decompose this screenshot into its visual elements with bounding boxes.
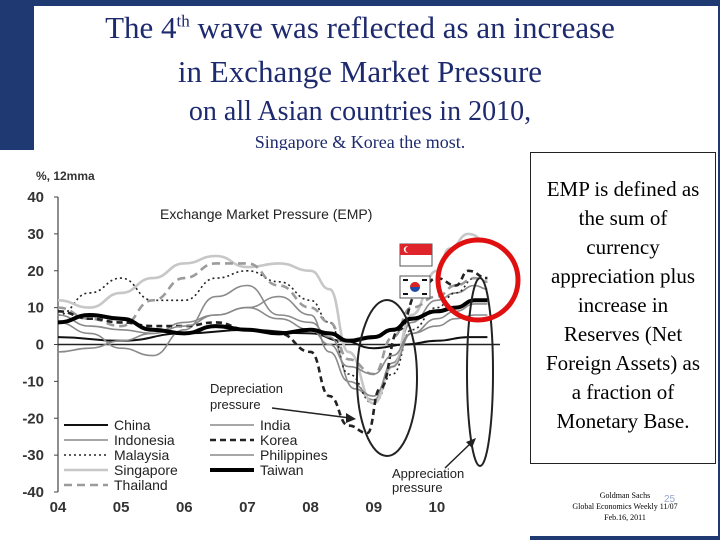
emp-chart: Exchange Market Pressure (EMP) %, 12mma …: [0, 150, 530, 540]
chart-title: Exchange Market Pressure (EMP): [160, 206, 372, 222]
y-tick-label: -30: [22, 447, 44, 464]
highlight-circle: [435, 237, 521, 323]
legend-label: Thailand: [114, 477, 168, 493]
singapore-flag-icon: [399, 243, 433, 267]
x-tick-label: 06: [176, 499, 193, 516]
page-number: 25: [664, 494, 676, 505]
legend-label: Indonesia: [114, 432, 175, 448]
source-citation: Goldman Sachs Global Economics Weekly 11…: [560, 490, 690, 523]
x-tick-label: 05: [113, 499, 130, 516]
legend-label: Korea: [260, 432, 298, 448]
y-tick-label: -20: [22, 410, 44, 427]
crisis-ellipse: [356, 299, 418, 457]
slide-title-line2: in Exchange Market Pressure: [177, 54, 543, 89]
legend-label: Philippines: [260, 447, 328, 463]
legend-label: Malaysia: [114, 447, 169, 463]
y-tick-label: 30: [27, 226, 44, 243]
y-tick-label: 40: [27, 189, 44, 206]
series-line-philippines: [57, 303, 488, 375]
y-tick-label: 10: [27, 300, 44, 317]
y-tick-label: -10: [22, 373, 44, 390]
slide-title-line3: on all Asian countries in 2010,: [188, 96, 532, 127]
series-line-korea: [57, 269, 488, 435]
x-tick-label: 09: [365, 499, 382, 516]
depreciation-label: Depreciation pressure: [210, 381, 283, 412]
source-line3: Feb.16, 2011: [604, 513, 646, 522]
y-tick-label: 20: [27, 263, 44, 280]
series-line-taiwan: [57, 298, 488, 343]
korea-flag-icon: [399, 275, 431, 299]
source-line2: Global Economics Weekly 11/07: [572, 502, 678, 511]
y-axis-label: %, 12mma: [36, 169, 95, 183]
series-line-china: [57, 328, 488, 350]
x-tick-label: 04: [50, 499, 67, 516]
appreciation-ellipse: [466, 277, 494, 467]
x-tick-label: 07: [239, 499, 256, 516]
slide-subtitle: Singapore & Korea the most.: [254, 132, 466, 152]
legend-label: China: [114, 417, 151, 433]
legend-label: India: [260, 417, 291, 433]
series-line-malaysia: [57, 269, 488, 405]
legend-label: Taiwan: [260, 462, 304, 478]
emp-definition-callout: EMP is defined as the sum of currency ap…: [530, 152, 716, 464]
x-tick-label: 10: [429, 499, 446, 516]
source-line1: Goldman Sachs: [599, 491, 651, 500]
legend-label: Singapore: [114, 462, 178, 478]
appreciation-label: Appreciation pressure: [392, 466, 464, 495]
y-tick-label: 0: [36, 337, 44, 354]
x-tick-label: 08: [302, 499, 319, 516]
y-tick-label: -40: [22, 484, 44, 501]
slide-title-line1: The 4th wave was reflected as an increas…: [105, 10, 615, 45]
